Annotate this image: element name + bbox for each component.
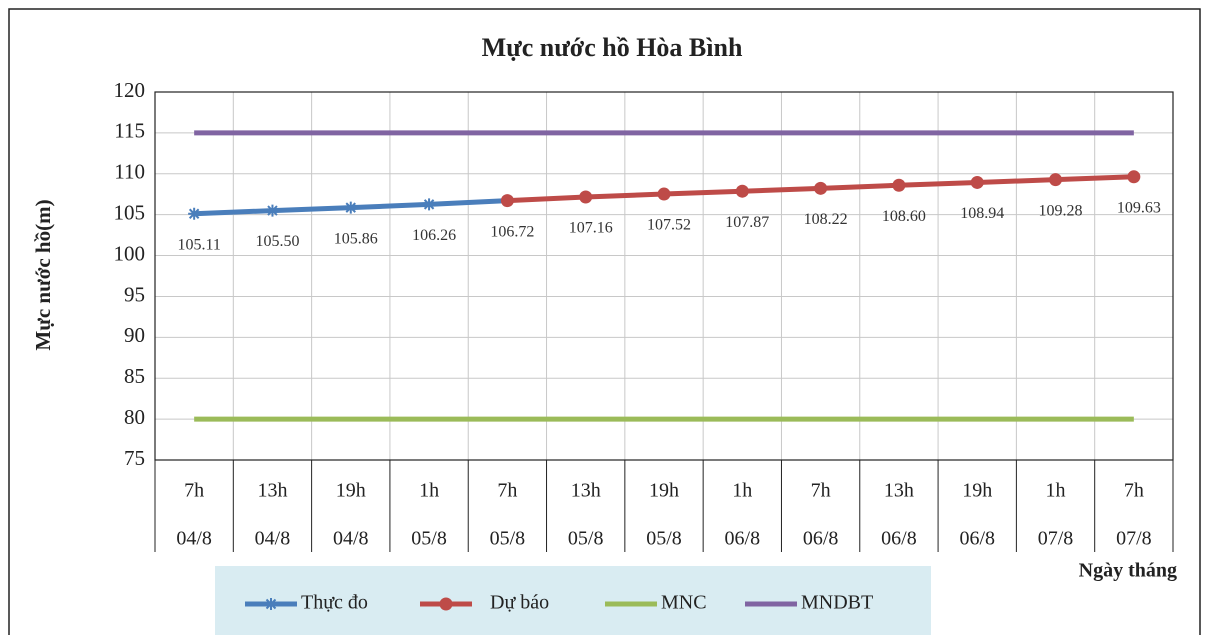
marker [814, 181, 828, 195]
y-tick-label: 85 [124, 364, 145, 388]
marker [423, 198, 436, 211]
data-label: 105.50 [255, 233, 299, 250]
x-date-label: 05/8 [411, 528, 447, 550]
x-tick-label: 13h [257, 480, 287, 502]
marker [970, 175, 984, 189]
x-date-label: 06/8 [881, 528, 917, 550]
data-label: 109.63 [1117, 199, 1161, 216]
x-tick-label: 19h [962, 480, 992, 502]
x-tick-label: 7h [1124, 480, 1144, 502]
marker [1127, 170, 1141, 184]
x-date-label: 07/8 [1038, 528, 1074, 550]
y-axis-label: Mực nước hồ(m) [31, 199, 55, 350]
x-tick-label: 19h [336, 480, 366, 502]
x-date-label: 06/8 [725, 528, 761, 550]
data-label: 108.22 [804, 211, 848, 228]
data-label: 105.11 [177, 236, 220, 253]
legend-label: Dự báo [490, 592, 549, 614]
marker [188, 207, 201, 220]
marker [1049, 173, 1063, 187]
data-label: 107.87 [725, 214, 769, 231]
x-date-label: 05/8 [646, 528, 682, 550]
y-tick-label: 115 [114, 119, 145, 143]
legend-label: MNC [661, 592, 707, 614]
data-label: 107.16 [569, 220, 613, 237]
data-label: 108.94 [960, 205, 1004, 222]
data-label: 108.60 [882, 208, 926, 225]
marker [344, 201, 357, 214]
data-label: 109.28 [1039, 202, 1083, 219]
x-tick-label: 1h [1046, 480, 1066, 502]
x-date-label: 05/8 [568, 528, 604, 550]
legend-label: MNDBT [801, 592, 873, 614]
plot-frame [154, 91, 1174, 461]
x-tick-label: 7h [811, 480, 831, 502]
x-date-label: 04/8 [176, 528, 212, 550]
data-label: 107.52 [647, 217, 691, 234]
marker [265, 598, 277, 610]
x-date-label: 06/8 [959, 528, 995, 550]
x-tick-label: 1h [732, 480, 752, 502]
marker [266, 204, 279, 217]
marker [500, 194, 514, 208]
y-tick-label: 110 [114, 160, 145, 184]
x-date-label: 05/8 [490, 528, 526, 550]
x-date-label: 04/8 [255, 528, 291, 550]
x-tick-label: 1h [419, 480, 439, 502]
marker [579, 190, 593, 204]
x-axis-label: Ngày tháng [1079, 560, 1177, 582]
y-tick-label: 120 [114, 78, 146, 102]
x-tick-label: 7h [497, 480, 517, 502]
legend-label: Thực đo [301, 592, 368, 614]
data-label: 106.72 [490, 223, 534, 240]
chart-title: Mực nước hồ Hòa Bình [482, 33, 743, 62]
marker [735, 184, 749, 198]
x-date-label: 06/8 [803, 528, 839, 550]
y-tick-label: 75 [124, 446, 145, 470]
chart-border [8, 8, 1201, 635]
y-tick-label: 90 [124, 323, 145, 347]
data-label: 106.26 [412, 227, 456, 244]
marker [892, 178, 906, 192]
x-tick-label: 13h [884, 480, 914, 502]
y-tick-label: 100 [114, 241, 146, 265]
x-tick-label: 13h [571, 480, 601, 502]
data-label: 105.86 [334, 230, 378, 247]
x-tick-label: 7h [184, 480, 204, 502]
x-tick-label: 19h [649, 480, 679, 502]
y-tick-label: 80 [124, 405, 145, 429]
marker [439, 597, 453, 611]
legend-box [215, 566, 931, 635]
x-date-label: 04/8 [333, 528, 369, 550]
y-tick-label: 105 [114, 200, 146, 224]
x-date-label: 07/8 [1116, 528, 1152, 550]
y-tick-label: 95 [124, 282, 145, 306]
marker [657, 187, 671, 201]
